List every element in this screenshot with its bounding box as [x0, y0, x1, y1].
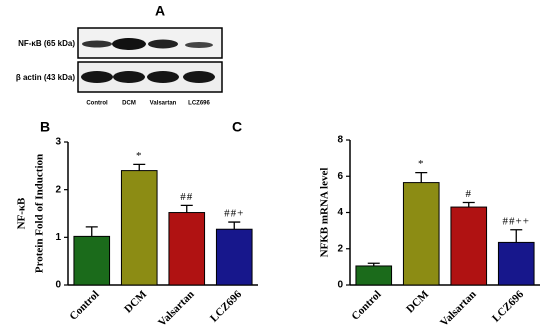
y-tick-label: 0 — [337, 280, 343, 291]
x-tick-label: Control — [349, 288, 383, 322]
y-tick-label: 2 — [55, 184, 61, 195]
lane-label: Valsartan — [150, 101, 177, 107]
x-tick-label: DCM — [122, 288, 149, 315]
lane-label: DCM — [122, 101, 136, 107]
y-axis-label: NFKB mRNA level — [319, 168, 331, 258]
error-bar — [180, 204, 193, 213]
bar — [402, 182, 440, 286]
bar — [355, 265, 393, 286]
bar — [450, 206, 488, 286]
significance-label: ##+ — [224, 208, 244, 220]
bar — [168, 212, 206, 286]
y-tick-label: 8 — [337, 135, 343, 146]
x-tick-label: LCZ696 — [490, 288, 526, 324]
error-bar — [133, 163, 146, 171]
x-tick-label: Valsartan — [156, 288, 197, 329]
y-axis-label: Protein Fold of Induction — [34, 154, 46, 273]
y-tick-label: 0 — [55, 280, 61, 291]
y-tick-label: 2 — [337, 243, 343, 254]
y-tick-label: 3 — [55, 137, 61, 148]
lane-label: LCZ696 — [188, 101, 210, 107]
error-bar — [85, 226, 98, 237]
significance-label: # — [466, 188, 473, 200]
error-bar — [462, 201, 475, 208]
y-tick-label: 1 — [55, 232, 61, 243]
significance-label: ##++ — [503, 215, 530, 227]
bar — [497, 241, 535, 286]
x-tick-label: Control — [67, 288, 101, 322]
error-bar — [510, 229, 523, 243]
x-tick-label: LCZ696 — [208, 288, 244, 324]
significance-label: * — [136, 150, 143, 162]
bar — [215, 228, 253, 286]
x-tick-label: DCM — [404, 288, 431, 315]
blot — [77, 27, 223, 93]
x-tick-label: Valsartan — [438, 288, 479, 329]
error-bar — [367, 262, 380, 266]
error-bar — [415, 171, 428, 183]
significance-label: * — [418, 158, 425, 170]
y-tick-label: 6 — [337, 171, 343, 182]
significance-label: ## — [180, 191, 193, 203]
bar — [73, 235, 111, 286]
panel-letter: A — [155, 3, 165, 19]
panel-letter: B — [40, 119, 50, 135]
y-tick-label: 4 — [337, 207, 343, 218]
panel-letter: C — [232, 119, 242, 135]
lane-label: Control — [86, 101, 108, 107]
y-axis-label: NF-κB — [16, 197, 28, 229]
bar — [120, 170, 158, 286]
error-bar — [228, 221, 241, 230]
blot-row-label: β actin (43 kDa) — [16, 73, 75, 82]
blot-row-label: NF-κB (65 kDa) — [18, 39, 75, 48]
